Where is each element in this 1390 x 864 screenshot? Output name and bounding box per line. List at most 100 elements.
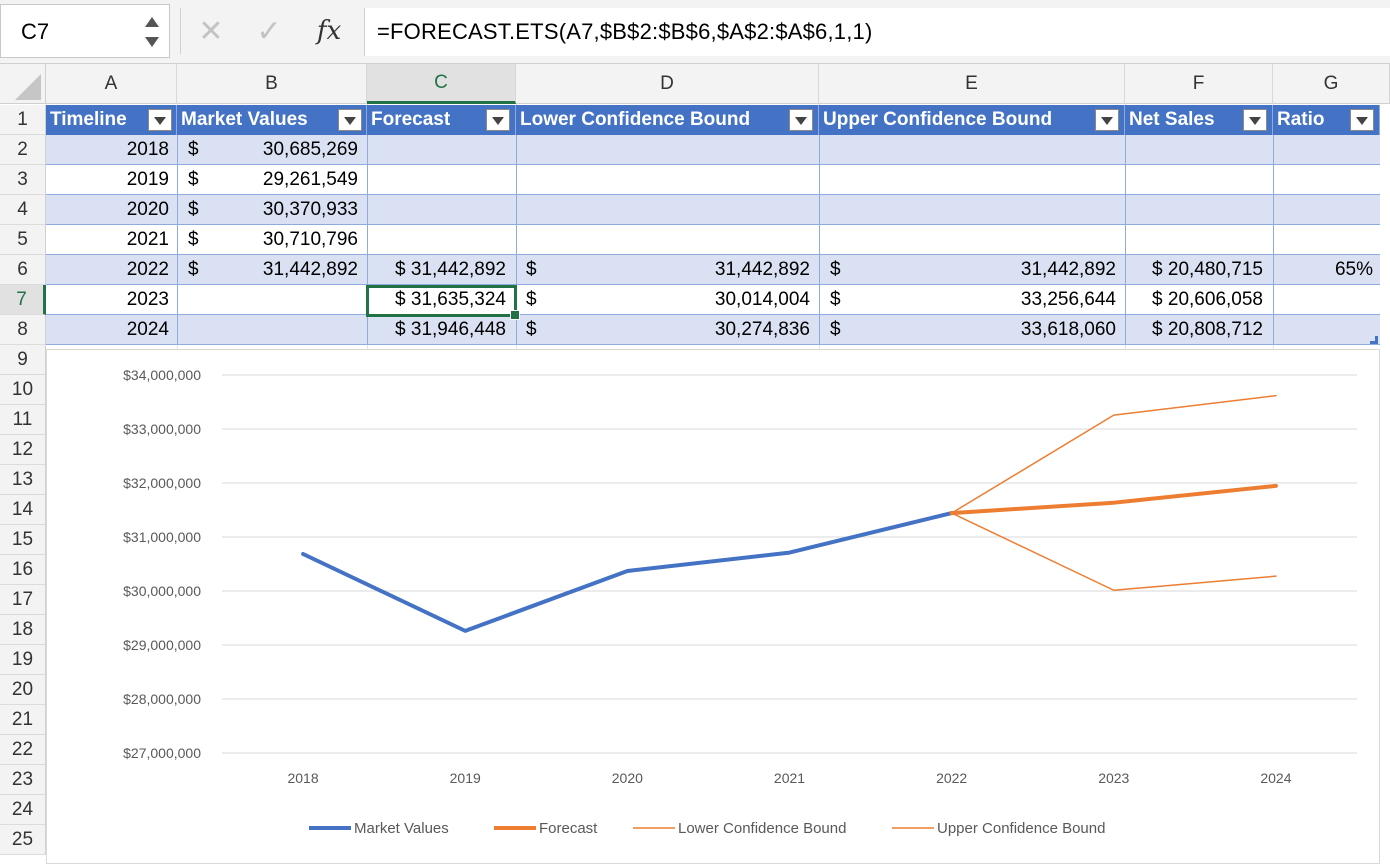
cell-timeline[interactable]: 2020 [126,199,169,220]
filter-dropdown-icon[interactable] [1350,109,1374,131]
table-header-cell[interactable]: Market Values [177,105,367,135]
table-header-cell[interactable]: Ratio [1273,105,1380,135]
row-header[interactable]: 9 [0,345,46,375]
column-header-f[interactable]: F [1125,64,1273,104]
column-header-a[interactable]: A [46,64,177,104]
y-tick-label: $33,000,000 [123,421,201,437]
filter-dropdown-icon[interactable] [148,109,172,131]
row-header[interactable]: 8 [0,315,46,345]
cell-upper-bound[interactable]: 33,618,060 [1020,319,1116,340]
row-header[interactable]: 15 [0,525,46,555]
check-icon[interactable]: ✓ [256,14,282,48]
cell-market-currency[interactable]: $ [188,169,199,190]
cell-timeline[interactable]: 2018 [126,139,169,160]
cell-timeline[interactable]: 2024 [126,319,169,340]
cell-forecast[interactable]: $ 31,946,448 [395,319,506,340]
cancel-icon[interactable]: ✕ [198,14,224,48]
cell-upper-currency[interactable]: $ [830,259,841,280]
row-header[interactable]: 11 [0,405,46,435]
cell-border [516,195,517,225]
formula-input[interactable]: =FORECAST.ETS(A7,$B$2:$B$6,$A$2:$A$6,1,1… [364,8,1390,56]
name-box[interactable]: C7 [0,4,170,58]
cell-market-currency[interactable]: $ [188,259,199,280]
row-header[interactable]: 24 [0,795,46,825]
column-header-d[interactable]: D [516,64,819,104]
row-header[interactable]: 25 [0,825,46,855]
cell-timeline[interactable]: 2022 [126,259,169,280]
row-header[interactable]: 2 [0,135,46,165]
cell-border [516,165,517,195]
column-header-b[interactable]: B [177,64,367,104]
filter-dropdown-icon[interactable] [486,109,510,131]
cell-market-currency[interactable]: $ [188,199,199,220]
row-header[interactable]: 22 [0,735,46,765]
cell-timeline[interactable]: 2021 [126,229,169,250]
table-header-cell[interactable]: Timeline [46,105,177,135]
row-header[interactable]: 21 [0,705,46,735]
filter-dropdown-icon[interactable] [1243,109,1267,131]
cell-border [819,225,820,255]
cell-market-value[interactable]: 30,685,269 [262,139,358,160]
filter-dropdown-icon[interactable] [789,109,813,131]
cell-forecast[interactable]: $ 31,635,324 [395,289,506,310]
row-header[interactable]: 23 [0,765,46,795]
row-header[interactable]: 7 [0,285,46,315]
column-header-c[interactable]: C [367,64,516,104]
active-cell-selection[interactable] [366,285,517,317]
row-header[interactable]: 1 [0,105,46,135]
cell-net-sales[interactable]: $ 20,480,715 [1152,259,1263,280]
table-header-cell[interactable]: Lower Confidence Bound [516,105,819,135]
select-all-button[interactable] [0,64,46,104]
forecast-chart[interactable]: $27,000,000 $28,000,000 $29,000,000 $30,000… [46,349,1380,864]
cell-upper-bound[interactable]: 33,256,644 [1020,289,1116,310]
cell-net-sales[interactable]: $ 20,606,058 [1152,289,1263,310]
cell-lower-currency[interactable]: $ [526,259,537,280]
row-header[interactable]: 18 [0,615,46,645]
table-header-cell[interactable]: Net Sales [1125,105,1273,135]
cell-ratio[interactable]: 65% [1334,259,1373,280]
row-header[interactable]: 17 [0,585,46,615]
name-box-dropdown[interactable] [143,13,161,51]
cell-lower-currency[interactable]: $ [526,289,537,310]
cell-lower-bound[interactable]: 31,442,892 [714,259,810,280]
row-header[interactable]: 10 [0,375,46,405]
cell-border [819,285,820,315]
row-header[interactable]: 6 [0,255,46,285]
cell-lower-bound[interactable]: 30,014,004 [714,289,810,310]
cell-market-currency[interactable]: $ [188,229,199,250]
row-header[interactable]: 5 [0,225,46,255]
fill-handle[interactable] [510,310,520,320]
table-header-cell[interactable]: Upper Confidence Bound [819,105,1125,135]
insert-function-button[interactable]: fx [312,12,346,50]
table-resize-handle[interactable] [1370,336,1378,344]
cell-lower-bound[interactable]: 30,274,836 [714,319,810,340]
cell-forecast[interactable]: $ 31,442,892 [395,259,506,280]
cell-timeline[interactable]: 2023 [126,289,169,310]
row-header[interactable]: 20 [0,675,46,705]
x-tick-label: 2024 [1260,770,1291,786]
row-header[interactable]: 14 [0,495,46,525]
cell-upper-currency[interactable]: $ [830,319,841,340]
row-header[interactable]: 12 [0,435,46,465]
cell-net-sales[interactable]: $ 20,808,712 [1152,319,1263,340]
cell-market-value[interactable]: 31,442,892 [262,259,358,280]
row-header[interactable]: 4 [0,195,46,225]
column-header-g[interactable]: G [1273,64,1390,104]
cell-timeline[interactable]: 2019 [126,169,169,190]
filter-dropdown-icon[interactable] [1095,109,1119,131]
cell-upper-bound[interactable]: 31,442,892 [1020,259,1116,280]
cell-border [177,225,178,255]
row-header[interactable]: 3 [0,165,46,195]
table-header-cell[interactable]: Forecast [367,105,516,135]
cell-upper-currency[interactable]: $ [830,289,841,310]
filter-dropdown-icon[interactable] [338,109,362,131]
row-header[interactable]: 13 [0,465,46,495]
row-header[interactable]: 16 [0,555,46,585]
cell-market-value[interactable]: 30,370,933 [262,199,358,220]
cell-market-value[interactable]: 29,261,549 [262,169,358,190]
row-header[interactable]: 19 [0,645,46,675]
cell-market-currency[interactable]: $ [188,139,199,160]
cell-lower-currency[interactable]: $ [526,319,537,340]
column-header-e[interactable]: E [819,64,1125,104]
cell-market-value[interactable]: 30,710,796 [262,229,358,250]
